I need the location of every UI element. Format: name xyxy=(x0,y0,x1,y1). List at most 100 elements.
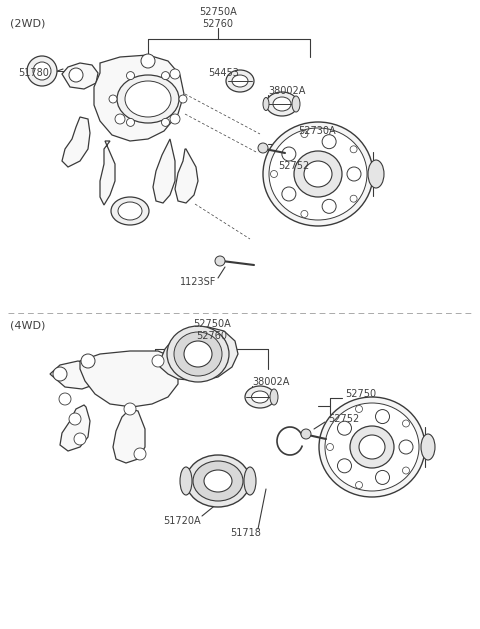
Ellipse shape xyxy=(350,426,394,468)
Ellipse shape xyxy=(167,326,229,382)
Ellipse shape xyxy=(245,386,275,408)
Ellipse shape xyxy=(186,455,250,507)
Circle shape xyxy=(53,367,67,381)
Circle shape xyxy=(215,256,225,266)
Ellipse shape xyxy=(117,75,179,123)
Circle shape xyxy=(59,393,71,405)
Circle shape xyxy=(134,448,146,460)
Ellipse shape xyxy=(273,97,291,111)
Polygon shape xyxy=(62,63,98,89)
Circle shape xyxy=(124,403,136,415)
Circle shape xyxy=(326,443,334,450)
Circle shape xyxy=(69,68,83,82)
Polygon shape xyxy=(60,405,90,451)
Circle shape xyxy=(347,167,361,181)
Ellipse shape xyxy=(294,151,342,197)
Circle shape xyxy=(69,413,81,425)
Ellipse shape xyxy=(193,461,243,501)
Ellipse shape xyxy=(180,467,192,495)
Ellipse shape xyxy=(252,391,268,403)
Circle shape xyxy=(356,406,362,413)
Polygon shape xyxy=(113,409,145,463)
Text: 1123SF: 1123SF xyxy=(180,277,216,287)
Ellipse shape xyxy=(118,202,142,220)
Text: 51780: 51780 xyxy=(18,68,49,78)
Circle shape xyxy=(301,211,308,218)
Circle shape xyxy=(402,420,409,427)
Text: 52760: 52760 xyxy=(203,19,233,29)
Ellipse shape xyxy=(33,62,51,80)
Polygon shape xyxy=(100,141,115,205)
Circle shape xyxy=(161,72,169,80)
Circle shape xyxy=(282,187,296,201)
Ellipse shape xyxy=(111,197,149,225)
Ellipse shape xyxy=(266,92,298,116)
Polygon shape xyxy=(62,117,90,167)
Circle shape xyxy=(322,135,336,148)
Text: 52752: 52752 xyxy=(328,414,359,424)
Text: 52750A: 52750A xyxy=(199,7,237,17)
Polygon shape xyxy=(50,361,100,389)
Polygon shape xyxy=(94,55,184,141)
Circle shape xyxy=(109,95,117,103)
Circle shape xyxy=(322,199,336,213)
Polygon shape xyxy=(175,149,198,203)
Ellipse shape xyxy=(263,122,373,226)
Text: 52760: 52760 xyxy=(196,331,228,341)
Circle shape xyxy=(356,482,362,489)
Ellipse shape xyxy=(319,397,425,497)
Text: (2WD): (2WD) xyxy=(10,19,46,29)
Circle shape xyxy=(337,459,351,473)
Circle shape xyxy=(375,470,389,484)
Ellipse shape xyxy=(270,389,278,405)
Circle shape xyxy=(74,433,86,445)
Text: 38002A: 38002A xyxy=(252,377,289,387)
Circle shape xyxy=(81,354,95,368)
Ellipse shape xyxy=(359,435,385,459)
Ellipse shape xyxy=(304,161,332,187)
Circle shape xyxy=(282,147,296,161)
Circle shape xyxy=(141,54,155,68)
Circle shape xyxy=(399,440,413,454)
Ellipse shape xyxy=(292,96,300,112)
Circle shape xyxy=(127,118,134,126)
Ellipse shape xyxy=(204,470,232,492)
Circle shape xyxy=(170,114,180,124)
Text: 52750A: 52750A xyxy=(193,319,231,329)
Circle shape xyxy=(152,355,164,367)
Circle shape xyxy=(301,429,311,439)
Circle shape xyxy=(402,467,409,474)
Ellipse shape xyxy=(368,160,384,188)
Text: 52750: 52750 xyxy=(345,389,376,399)
Ellipse shape xyxy=(232,75,248,87)
Circle shape xyxy=(258,143,268,153)
Circle shape xyxy=(337,421,351,435)
Text: 52752: 52752 xyxy=(278,161,309,171)
Polygon shape xyxy=(153,139,175,203)
Text: 51718: 51718 xyxy=(230,528,261,538)
Ellipse shape xyxy=(263,97,269,111)
Circle shape xyxy=(170,69,180,79)
Ellipse shape xyxy=(174,332,222,376)
Ellipse shape xyxy=(125,81,171,117)
Circle shape xyxy=(350,195,357,202)
Ellipse shape xyxy=(244,467,256,495)
Circle shape xyxy=(271,170,277,177)
Polygon shape xyxy=(80,351,178,407)
Text: (4WD): (4WD) xyxy=(10,321,46,331)
Ellipse shape xyxy=(184,341,212,367)
Circle shape xyxy=(301,131,308,138)
Circle shape xyxy=(127,72,134,80)
Circle shape xyxy=(179,95,187,103)
Ellipse shape xyxy=(27,56,57,86)
Polygon shape xyxy=(160,327,238,381)
Circle shape xyxy=(375,409,389,423)
Ellipse shape xyxy=(269,128,367,220)
Ellipse shape xyxy=(421,434,435,460)
Text: 51720A: 51720A xyxy=(163,516,201,526)
Circle shape xyxy=(115,114,125,124)
Text: 52730A: 52730A xyxy=(298,126,336,136)
Text: 54453: 54453 xyxy=(208,68,239,78)
Circle shape xyxy=(350,146,357,153)
Text: 38002A: 38002A xyxy=(268,86,305,96)
